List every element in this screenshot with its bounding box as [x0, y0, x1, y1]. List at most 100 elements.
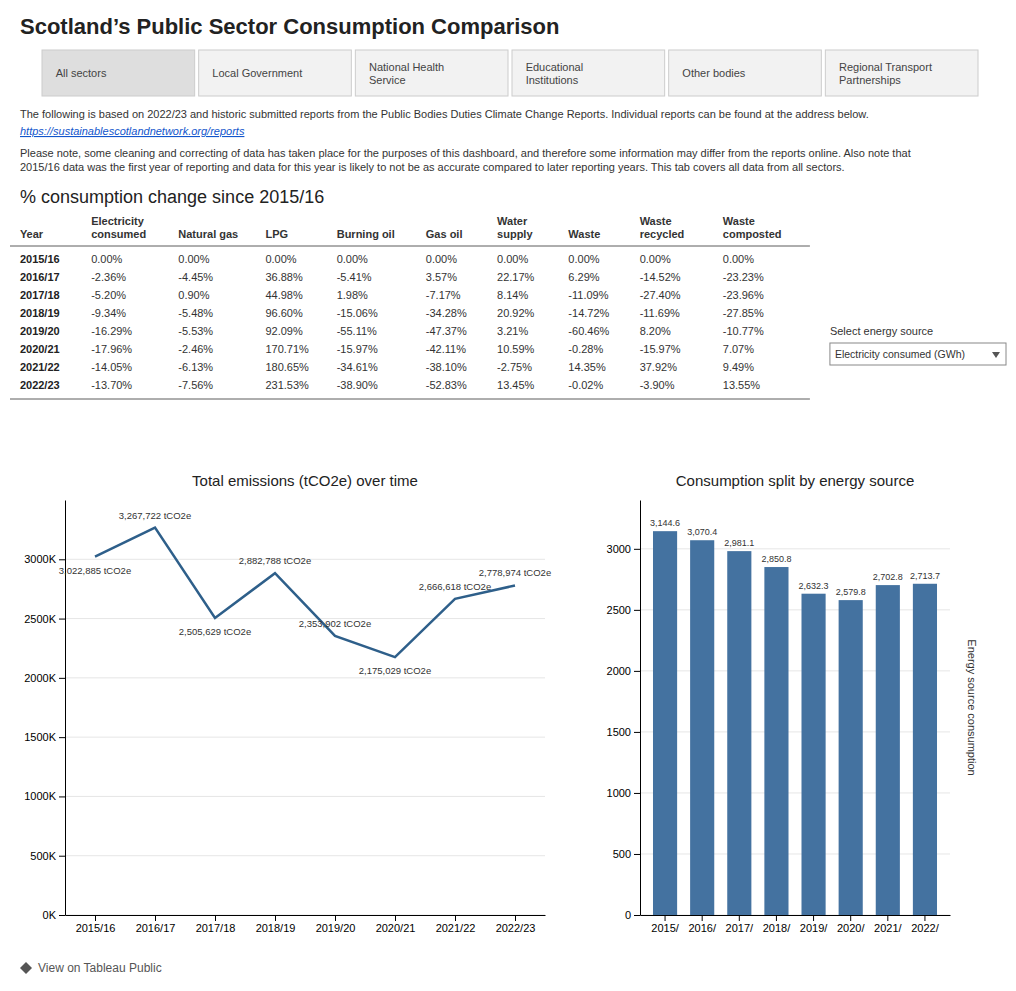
text-line: National Health — [369, 61, 444, 73]
table-cell: -13.70% — [91, 379, 132, 391]
x-tick-label: 2017/ — [726, 922, 754, 934]
table-cell: 13.45% — [497, 379, 535, 391]
x-axis-line — [641, 915, 951, 916]
footer-link[interactable]: View on Tableau Public — [38, 961, 162, 975]
nav-tab[interactable]: Local Government — [199, 50, 352, 96]
y-tick-mark — [59, 678, 65, 679]
table-cell: 14.35% — [568, 361, 606, 373]
nav-tab-label[interactable]: Regional TransportPartnerships — [839, 61, 932, 86]
table-cell: -9.34% — [91, 307, 126, 319]
table-cell: -34.28% — [426, 307, 467, 319]
nav-tab-box[interactable] — [42, 50, 195, 96]
text-line: 2015/16 data was the first year of repor… — [20, 161, 845, 173]
nav-tab-box[interactable] — [355, 50, 508, 96]
table-header: Natural gas — [178, 228, 238, 240]
table-row-label: 2022/23 — [20, 379, 60, 391]
x-tick: 2020/ — [837, 915, 865, 934]
y-tick-mark — [634, 732, 640, 733]
dropdown-arrow[interactable] — [992, 352, 1000, 358]
table-cell: 170.71% — [265, 343, 309, 355]
table-cell: -5.20% — [91, 289, 126, 301]
table-cell: -0.02% — [568, 379, 603, 391]
table-cell: -16.29% — [91, 325, 132, 337]
nav-tab[interactable]: Other bodies — [669, 50, 822, 96]
dropdown-text[interactable]: Electricity consumed (GWh) — [835, 348, 965, 360]
table-row: 2022/23-13.70%-7.56%231.53%-38.90%-52.83… — [20, 379, 760, 391]
table-cell: -2.46% — [178, 343, 213, 355]
x-tick-label: 2019/20 — [316, 922, 356, 934]
nav-tab-box[interactable] — [199, 50, 352, 96]
x-tick: 2017/18 — [196, 915, 236, 934]
bar — [801, 594, 825, 915]
grid-line — [65, 855, 545, 856]
nav-tab-box[interactable] — [512, 50, 665, 96]
nav-tab-label[interactable]: EducationalInstitutions — [526, 61, 584, 86]
x-tick-mark — [776, 915, 777, 921]
table-cell: -15.06% — [337, 307, 378, 319]
table-cell: -14.05% — [91, 361, 132, 373]
x-tick: 2018/19 — [256, 915, 296, 934]
nav-tab[interactable]: All sectors — [42, 50, 195, 96]
table-header: Watersupply — [497, 215, 533, 240]
table-row: 2017/18-5.20%0.90%44.98%1.98%-7.17%8.14%… — [20, 289, 764, 301]
info-link[interactable]: https://sustainablescotlandnetwork.org/r… — [20, 125, 245, 137]
y-tick-mark — [59, 856, 65, 857]
dropdown[interactable]: Electricity consumed (GWh) — [830, 343, 1006, 365]
dropdown-box[interactable] — [830, 343, 1006, 365]
table-cell: -52.83% — [426, 379, 467, 391]
table-row-label: 2018/19 — [20, 307, 60, 319]
y-tick: 1000K — [24, 790, 65, 802]
y-tick: 0K — [43, 909, 65, 921]
y-tick: 3000 — [607, 543, 640, 555]
x-tick-label: 2015/ — [651, 922, 679, 934]
x-tick-mark — [665, 915, 666, 921]
footer-icon[interactable] — [20, 962, 32, 974]
nav-tab-label[interactable]: Local Government — [212, 67, 302, 79]
y-tick-mark — [634, 549, 640, 550]
text-line: Natural gas — [178, 228, 238, 240]
y-tick-label: 1500 — [607, 726, 631, 738]
table-cell: -15.97% — [640, 343, 681, 355]
nav-tab-label[interactable]: National HealthService — [369, 61, 444, 86]
grid-line — [640, 792, 950, 793]
x-tick-mark — [95, 915, 96, 921]
nav-tab-box[interactable] — [669, 50, 822, 96]
text-line: recycled — [640, 228, 685, 240]
table-cell: 0.00% — [497, 253, 528, 265]
page-title: Scotland’s Public Sector Consumption Com… — [20, 14, 559, 39]
y-tick-mark — [634, 671, 640, 672]
y-axis-line — [65, 501, 66, 916]
table-cell: 13.55% — [723, 379, 761, 391]
table-cell: -2.75% — [497, 361, 532, 373]
nav-tab[interactable]: National HealthService — [355, 50, 508, 96]
x-tick: 2020/21 — [376, 915, 416, 934]
table-cell: 10.59% — [497, 343, 535, 355]
table-row-label: 2019/20 — [20, 325, 60, 337]
x-axis: 2015/2016/2017/2018/2019/2020/2021/2022/ — [641, 915, 951, 934]
x-tick-mark — [215, 915, 216, 921]
nav-tab-label[interactable]: All sectors — [56, 67, 107, 79]
table-cell: -5.48% — [178, 307, 213, 319]
table-cell: 22.17% — [497, 271, 535, 283]
bar — [839, 600, 863, 915]
nav-tab-label[interactable]: Other bodies — [682, 67, 745, 79]
nav-tab[interactable]: Regional TransportPartnerships — [825, 50, 978, 96]
nav-tab[interactable]: EducationalInstitutions — [512, 50, 665, 96]
footer[interactable]: View on Tableau Public — [20, 961, 162, 975]
y-tick-mark — [59, 915, 65, 916]
data-label: 2,579.8 — [836, 587, 866, 597]
nav-tab-box[interactable] — [825, 50, 978, 96]
table-rule — [10, 399, 810, 400]
table-cell: -2.36% — [91, 271, 126, 283]
y-tick-mark — [634, 915, 640, 916]
table-cell: -55.11% — [337, 325, 377, 337]
data-label: 2,713.7 — [910, 571, 940, 581]
table-cell: -34.61% — [337, 361, 378, 373]
grid-line — [65, 737, 545, 738]
table-cell: 0.00% — [91, 253, 122, 265]
y-tick: 500 — [613, 848, 640, 860]
note-text: Please note, some cleaning and correctin… — [20, 147, 911, 173]
x-axis: 2015/162016/172017/182018/192019/202020/… — [66, 915, 546, 934]
table-cell: 7.07% — [723, 343, 754, 355]
bar — [764, 567, 788, 915]
